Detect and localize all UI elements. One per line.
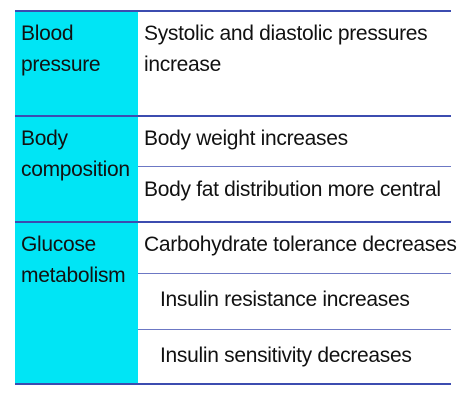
category-label-line: Body <box>21 127 68 150</box>
effect-cell: Systolic and diastolic pressures increas… <box>138 10 451 115</box>
effect-text-line: Insulin resistance increases <box>160 288 410 311</box>
table-rule-inner <box>138 273 451 274</box>
category-blood-pressure: Blood pressure <box>15 10 138 115</box>
table-rule-inner <box>138 329 451 330</box>
category-body-composition: Body composition <box>15 115 138 221</box>
effect-text-line: increase <box>144 53 221 76</box>
effect-cell: Insulin resistance increases <box>138 276 451 328</box>
category-label-line: Glucose <box>21 233 96 256</box>
category-glucose-metabolism: Glucose metabolism <box>15 221 138 385</box>
category-label-line: composition <box>21 158 130 181</box>
effect-text-line: Systolic and diastolic pressures <box>144 22 428 45</box>
category-label-line: metabolism <box>21 264 126 287</box>
table-rule <box>15 115 451 117</box>
effect-cell: Insulin sensitivity decreases <box>138 332 451 385</box>
effects-table: Blood pressure Systolic and diastolic pr… <box>15 10 457 385</box>
effect-text-line: Body fat distribution more central <box>144 178 441 201</box>
table-rule-inner <box>138 166 451 167</box>
table-rule-bottom <box>15 383 451 385</box>
effect-text-line: Body weight increases <box>144 127 348 150</box>
effect-text-line: Carbohydrate tolerance decreases <box>144 233 457 256</box>
effect-cell: Body weight increases <box>138 115 451 166</box>
table-rule-top <box>15 10 451 12</box>
table-rule <box>15 221 451 223</box>
category-label-line: Blood <box>21 22 74 45</box>
effect-cell: Body fat distribution more central <box>138 166 451 221</box>
category-label-line: pressure <box>21 53 101 76</box>
effect-cell: Carbohydrate tolerance decreases <box>138 221 457 271</box>
effect-text-line: Insulin sensitivity decreases <box>160 344 412 367</box>
